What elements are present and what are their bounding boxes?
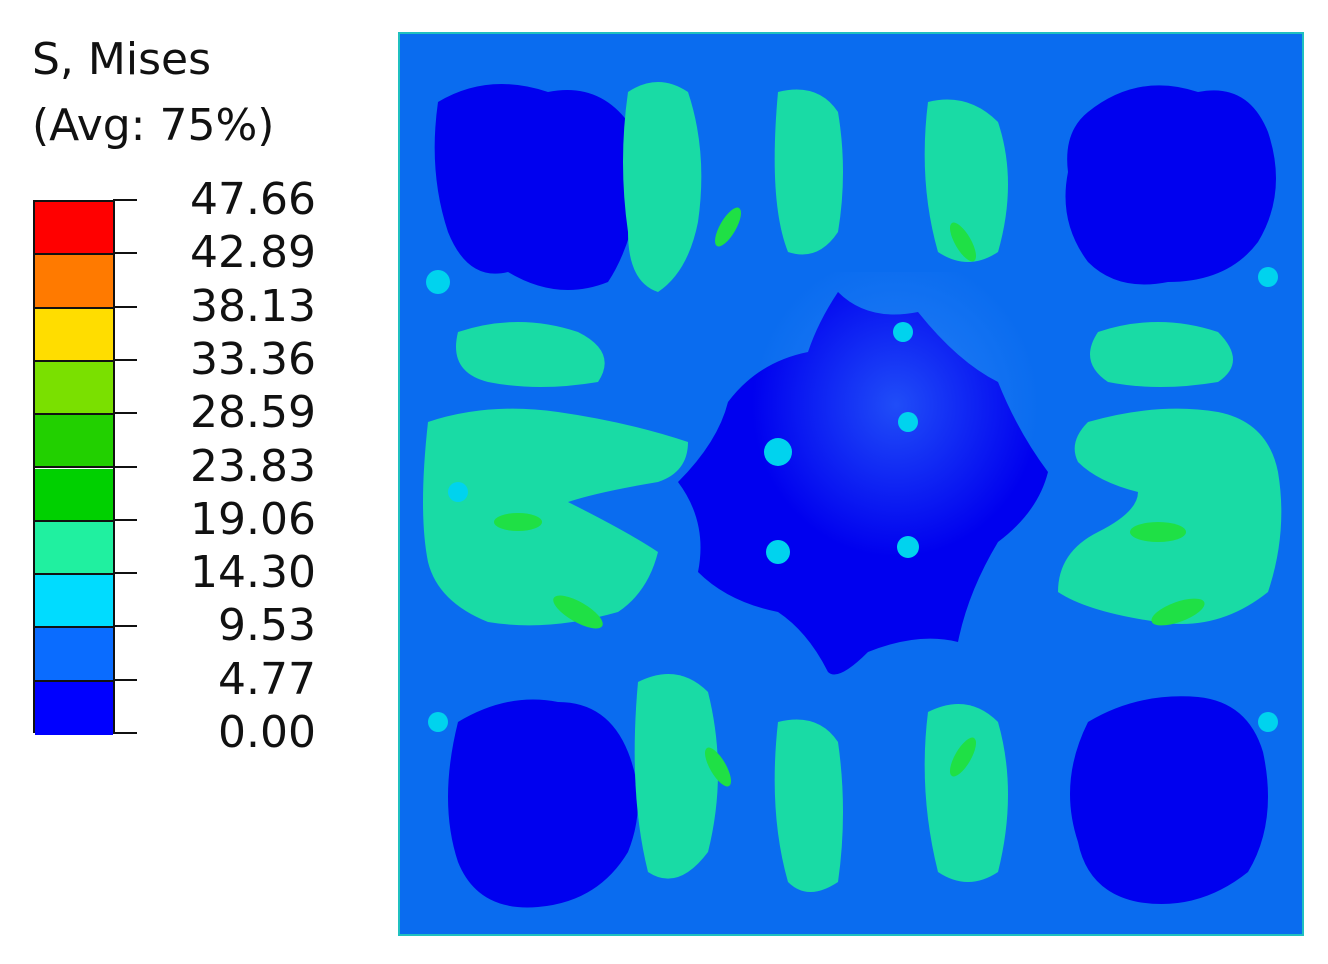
- legend-tick: [113, 358, 137, 361]
- contour-bottom-arm-right: [924, 704, 1008, 882]
- stress-contour-plot: [398, 32, 1304, 936]
- plate-outline: [398, 32, 1304, 936]
- contour-corner-top-right: [1065, 85, 1276, 285]
- contour-patch: [428, 712, 448, 732]
- contour-upper-left-diag: [456, 322, 605, 387]
- legend-level-label: 33.36: [190, 333, 316, 385]
- legend-swatch: [35, 521, 113, 576]
- legend-swatch: [35, 575, 113, 629]
- legend-tick: [113, 252, 137, 255]
- contour-patch: [426, 270, 450, 294]
- contour-patch: [766, 540, 790, 564]
- contour-hotspot: [705, 747, 731, 787]
- contour-top-arm-center: [774, 89, 843, 255]
- legend-level-label: 38.13: [190, 280, 316, 332]
- legend-level-label: 9.53: [218, 600, 316, 652]
- legend-tick: [113, 732, 137, 734]
- legend-tick: [113, 465, 137, 468]
- contour-bottom-arm-center: [774, 719, 843, 892]
- legend-swatch: [35, 255, 113, 309]
- legend-swatch: [35, 468, 113, 522]
- contour-hotspot: [950, 222, 976, 262]
- legend-tick: [113, 412, 137, 415]
- color-legend-bar: [33, 200, 115, 735]
- contour-upper-right-diag: [1090, 322, 1233, 387]
- contour-corner-top-left: [434, 84, 651, 290]
- legend-tick: [113, 305, 137, 308]
- legend-swatch: [35, 361, 113, 416]
- contour-patch: [898, 412, 918, 432]
- contour-patch: [1258, 267, 1278, 287]
- contour-hotspot: [553, 595, 603, 629]
- legend-level-label: 23.83: [190, 440, 316, 492]
- legend-title-line1: S, Mises: [32, 34, 212, 85]
- legend-swatch: [35, 415, 113, 469]
- legend-tick: [113, 678, 137, 681]
- legend-tick: [113, 518, 137, 521]
- contour-patch: [893, 322, 913, 342]
- legend-swatch: [35, 681, 113, 735]
- legend-title-line2: (Avg: 75%): [32, 100, 275, 151]
- contour-patch: [1258, 712, 1278, 732]
- contour-hotspot: [494, 513, 542, 531]
- contour-hotspot: [950, 737, 976, 777]
- contour-left-arm: [423, 408, 688, 626]
- legend-level-label: 42.89: [190, 227, 316, 279]
- legend-level-label: 14.30: [190, 547, 316, 599]
- legend-swatch: [35, 308, 113, 362]
- legend-tick: [113, 199, 137, 201]
- legend-tick: [113, 572, 137, 575]
- contour-patch: [897, 536, 919, 558]
- legend-level-label: 28.59: [190, 387, 316, 439]
- contour-hotspot: [1130, 522, 1186, 542]
- legend-level-label: 4.77: [218, 653, 316, 705]
- legend-tick: [113, 625, 137, 628]
- contour-patch: [448, 482, 468, 502]
- legend-swatch: [35, 202, 113, 256]
- contour-bottom-arm-left: [634, 674, 718, 879]
- contour-top-arm-right: [924, 99, 1008, 262]
- legend-level-label: 47.66: [190, 174, 316, 225]
- legend-level-label: 0.00: [218, 707, 316, 758]
- contour-top-arm-left: [623, 82, 702, 292]
- contour-patch: [764, 438, 792, 466]
- contour-corner-bottom-left: [448, 699, 638, 908]
- contour-center-glow: [698, 272, 1058, 652]
- legend-level-label: 19.06: [190, 493, 316, 545]
- contour-hotspot: [715, 207, 741, 247]
- contour-hotspot: [1151, 598, 1205, 626]
- contour-right-arm: [1058, 408, 1282, 624]
- legend-swatch: [35, 628, 113, 682]
- contour-corner-bottom-right: [1070, 696, 1268, 904]
